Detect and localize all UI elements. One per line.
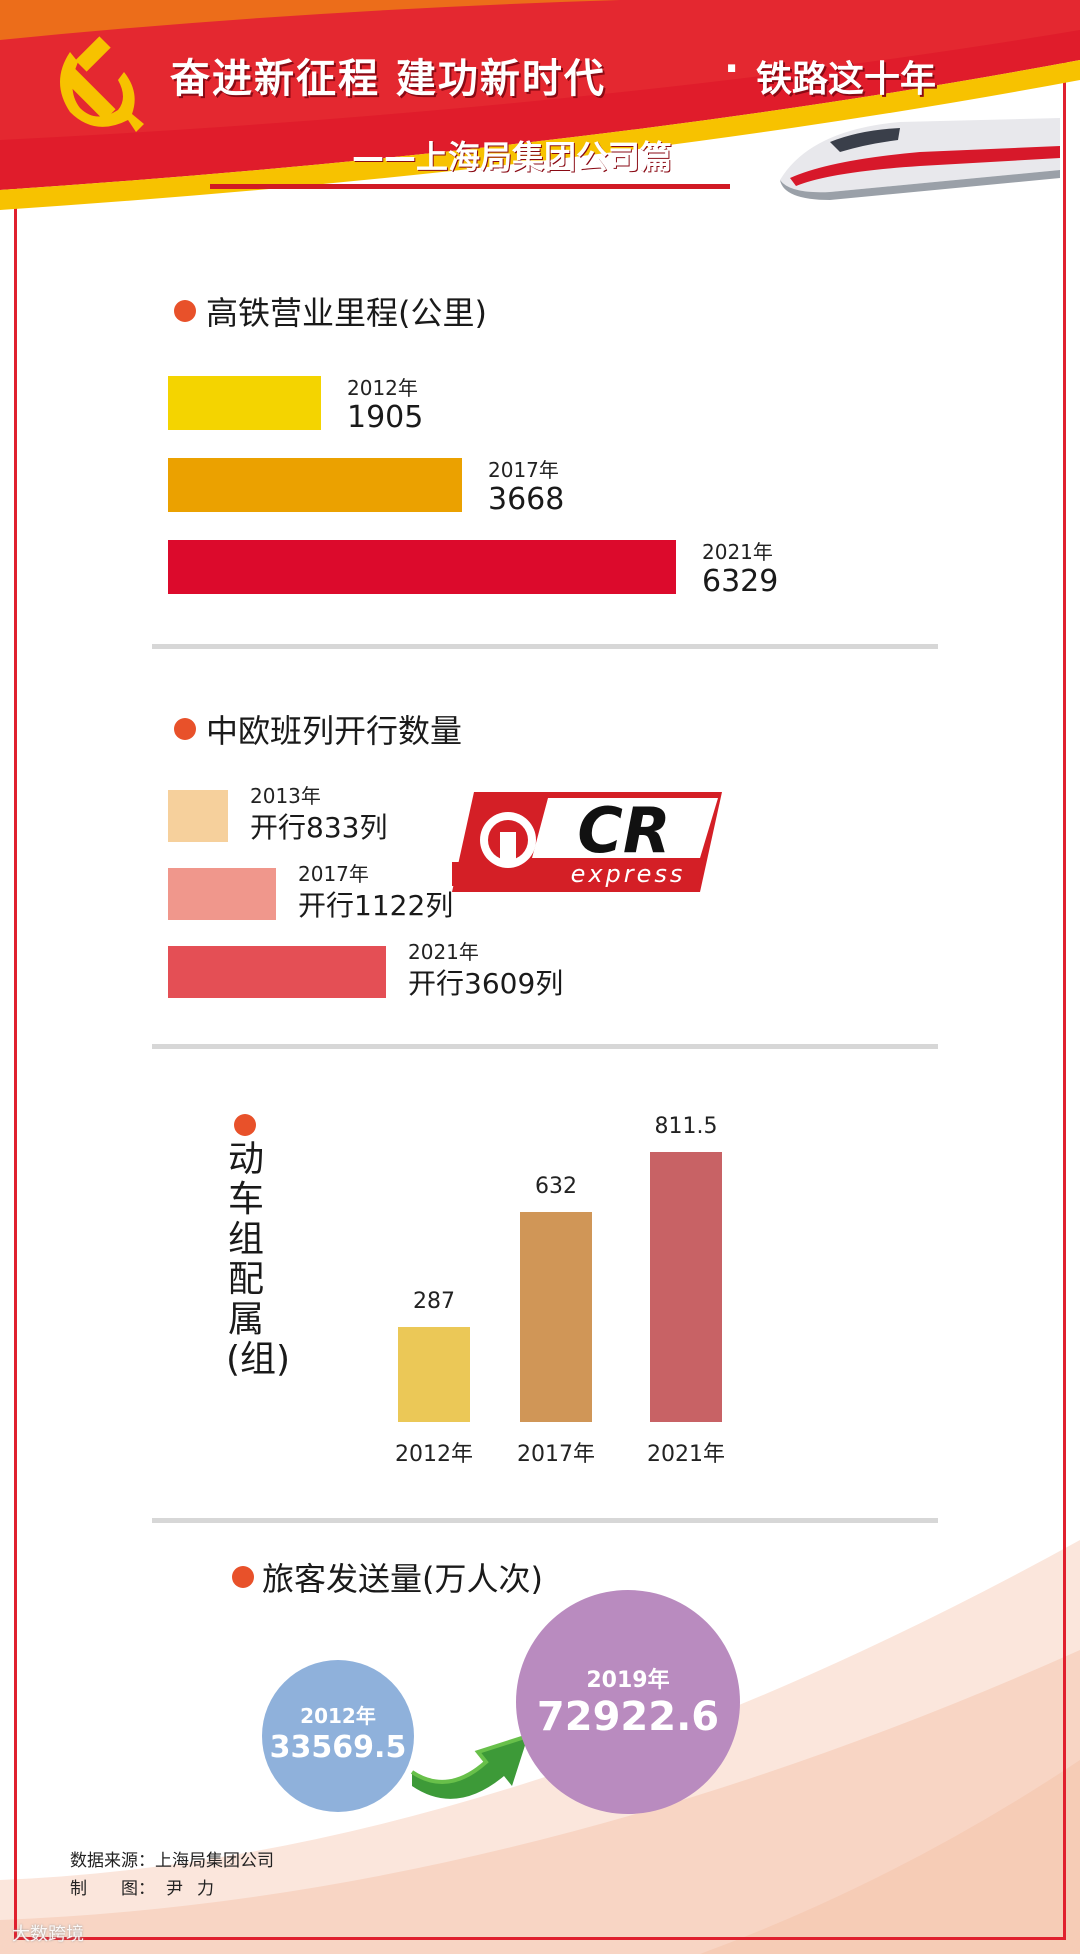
header-title-tail: 铁路这十年 xyxy=(756,59,937,100)
vbar-category-label: 2021年 xyxy=(647,1442,725,1467)
hbar-year-label: 2021年 xyxy=(702,540,773,564)
hbar-2 xyxy=(168,868,276,920)
hbar-value-label: 6329 xyxy=(702,564,779,599)
hbar-1 xyxy=(168,376,321,430)
vbar-2 xyxy=(520,1212,592,1422)
header: 奋进新征程 建功新时代 · 铁路这十年 ——上海局集团公司篇 xyxy=(0,0,1080,220)
bubble-year-label: 2012年 xyxy=(300,1704,376,1728)
cr-logo-subtext: express xyxy=(571,860,686,888)
vbar-3 xyxy=(650,1152,722,1422)
header-band xyxy=(0,0,1080,210)
hbar-year-label: 2021年 xyxy=(408,940,479,964)
hbar-3 xyxy=(168,946,386,998)
section-title-china-europe-trains: 中欧班列开行数量 xyxy=(206,712,463,750)
decorative-swoosh xyxy=(0,1540,1080,1954)
bullet-dot-icon xyxy=(174,718,196,740)
hbar-year-label: 2017年 xyxy=(298,862,369,886)
hbar-count-label: 开行833列 xyxy=(250,811,388,844)
hbar-2 xyxy=(168,458,462,512)
hbar-value-label: 1905 xyxy=(347,400,424,435)
bullet-dot-icon xyxy=(174,300,196,322)
section-title-hsr-mileage: 高铁营业里程(公里) xyxy=(206,294,487,332)
hbar-year-label: 2017年 xyxy=(488,458,559,482)
hammer-sickle-icon xyxy=(60,36,144,132)
passengers-2012-bubble: 2012年 33569.5 xyxy=(262,1660,414,1812)
bullet-dot-icon xyxy=(232,1566,254,1588)
cr-express-logo: CR express xyxy=(452,792,722,892)
maker-name: 尹力 xyxy=(166,1879,228,1899)
vbar-value-label: 287 xyxy=(413,1289,455,1314)
growth-arrow-icon xyxy=(410,1734,529,1799)
passengers-2019-bubble: 2019年 72922.6 xyxy=(516,1590,740,1814)
hbar-count-label: 开行3609列 xyxy=(408,967,564,1000)
subtitle-underline xyxy=(210,184,730,189)
section-title-passengers: 旅客发送量(万人次) xyxy=(262,1560,543,1598)
hbar-value-label: 3668 xyxy=(488,482,565,517)
header-subtitle: ——上海局集团公司篇 xyxy=(352,138,673,176)
hbar-3 xyxy=(168,540,676,594)
vbar-value-label: 811.5 xyxy=(654,1114,718,1139)
cr-logo-text: CR xyxy=(577,794,670,867)
high-speed-train-image xyxy=(780,118,1060,200)
bubble-value-label: 72922.6 xyxy=(536,1694,720,1740)
bullet-dot-icon xyxy=(234,1114,256,1136)
hbar-year-label: 2013年 xyxy=(250,784,321,808)
maker-label: 制 图： xyxy=(70,1879,155,1899)
section-title-emu-allocation: 动车组配属(组) xyxy=(226,1139,291,1380)
section-divider xyxy=(152,644,938,649)
hbar-1 xyxy=(168,790,228,842)
bubble-year-label: 2019年 xyxy=(586,1668,670,1693)
hbar-count-label: 开行1122列 xyxy=(298,889,454,922)
vbar-category-label: 2017年 xyxy=(517,1442,595,1467)
data-source: 数据来源：上海局集团公司 xyxy=(70,1851,274,1871)
hbar-year-label: 2012年 xyxy=(347,376,418,400)
vbar-category-label: 2012年 xyxy=(395,1442,473,1467)
vbar-value-label: 632 xyxy=(535,1174,577,1199)
section-divider xyxy=(152,1044,938,1049)
section-divider xyxy=(152,1518,938,1523)
header-title: 奋进新征程 建功新时代 xyxy=(170,56,606,102)
vbar-1 xyxy=(398,1327,470,1422)
bubble-value-label: 33569.5 xyxy=(269,1730,407,1765)
watermark: 大数跨境 xyxy=(12,1924,84,1945)
header-title-separator: · xyxy=(724,46,740,92)
